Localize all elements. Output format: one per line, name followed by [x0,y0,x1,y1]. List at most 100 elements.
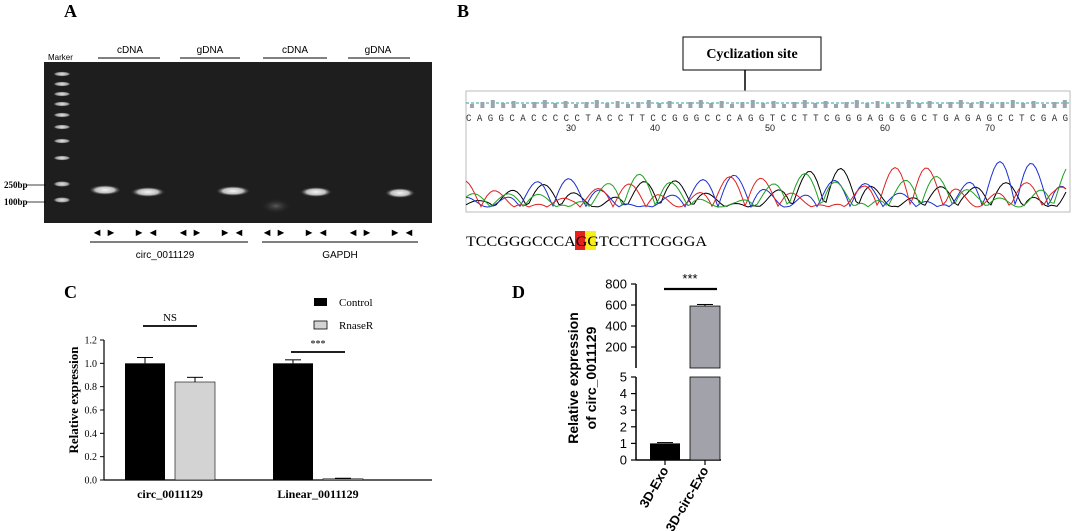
c-y-tick-label: 1.0 [85,359,98,370]
junction-suffix: TCCTTCGGGA [599,234,707,250]
bottom-label-gapdh: GAPDH [322,250,358,261]
primer-arrow-5: ◄ ► [262,227,287,239]
quality-bar [792,102,797,108]
quality-bar [522,104,526,108]
c-bar [125,363,165,480]
primer-arrow-2: ► ◄ [134,227,159,239]
callout-box [682,36,822,71]
junction-base-red: G [576,234,588,250]
d-y-tick-label: 0 [620,453,627,468]
d-y-tick-label: 400 [605,319,627,334]
d-bar [689,305,721,369]
junction-prefix: TCCGGGCCCA [466,234,576,250]
quality-bar [802,100,807,108]
ruler-70: 70 [985,123,995,133]
trace-line [465,168,1067,208]
panel-b-letter: B [457,1,469,21]
quality-bar [1010,100,1015,108]
c-category-label: circ_0011129 [137,487,203,501]
quality-bar [490,100,495,108]
gel-image [44,62,432,223]
quality-bar [605,103,610,108]
top-label-cdna-2: cDNA [282,45,308,56]
quality-bar [1062,100,1067,108]
quality-bar [1052,102,1057,108]
d-significance-label: *** [682,271,697,286]
panel-a-letter: A [64,1,77,21]
quality-bar [594,100,599,108]
chromatogram-traces [465,161,1067,209]
quality-bar [626,104,630,108]
ladder-label-100: 100bp [4,197,28,207]
quality-bar [563,101,568,108]
gel-bands [89,185,415,214]
junction-base-yellow: G [587,234,599,250]
panel-d: D Relative expression of circ_0011129 0 1… [512,271,721,531]
quality-bar [511,101,516,108]
primer-arrows: ◄ ► ► ◄ ◄ ► ► ◄ ◄ ► ► ◄ ◄ ► ► ◄ [92,227,415,239]
c-significance-label: *** [311,339,326,350]
ruler-numbers: 30 40 50 60 70 [566,123,995,133]
quality-bar [896,102,901,108]
primer-arrow-3: ◄ ► [178,227,203,239]
panel-b: B Cyclization site C A G G C A C C C C C… [457,1,1071,250]
junction-highlight-yellow [585,231,596,250]
quality-bar [574,104,578,108]
d-bar [650,443,680,460]
d-y-tick-label: 3 [620,403,627,418]
d-y-tick-label: 5 [620,370,627,385]
quality-bar [958,100,963,108]
c-y-tick-label: 0.2 [85,452,98,463]
quality-bar [688,102,693,108]
primer-arrow-6: ► ◄ [304,227,329,239]
bottom-label-circ: circ_0011129 [136,250,195,261]
legend-swatch-control [314,298,327,306]
base-call-sequence: C A G G C A C C C C C T A C C T T C C G … [466,114,1068,125]
d-y-tick-label: 800 [605,277,627,292]
top-label-cdna-1: cDNA [117,45,143,56]
trace-line [465,167,1067,208]
quality-bar [761,103,766,108]
quality-bar [584,102,589,108]
c-bar [322,478,364,481]
quality-bar [678,104,682,108]
quality-bar [854,100,859,108]
quality-bar [771,101,776,108]
legend-swatch-rnaser [313,320,328,330]
quality-bar [501,103,506,108]
panel-c: C Relative expression 0.0 0.2 0.4 0.6 0.8 1.0… [64,282,432,501]
quality-bar [698,100,703,108]
quality-bar [927,101,932,108]
panel-c-ylabel: Relative expression [66,346,81,454]
quality-bar [657,103,662,108]
ruler-50: 50 [765,123,775,133]
quality-bar [906,100,911,108]
ruler-40: 40 [650,123,660,133]
quality-bar [938,104,942,108]
panel-d-ylabel-1: Relative expression [565,312,581,444]
c-y-tick-label: 0.6 [85,406,98,417]
ladder-label-250: 250bp [4,180,28,190]
c-bar [174,381,216,481]
callout-label: Cyclization site [706,47,797,62]
top-label-gdna-1: gDNA [197,45,224,56]
d-category-label: 3D-Exo [636,464,671,510]
junction-highlight-red [575,231,585,250]
chart-c: 0.0 0.2 0.4 0.6 0.8 1.0 1.2 circ_0011129 Linear_… [85,312,432,501]
panel-d-ylabel-2: of circ_0011129 [583,326,599,429]
legend-label-control: Control [339,297,373,309]
legend-label-rnaser: RnaseR [339,320,374,332]
d-y-tick-label: 600 [605,298,627,313]
quality-bar [834,104,838,108]
quality-bar [542,100,547,108]
d-y-tick-label: 2 [620,419,627,434]
d-y-tick-label: 4 [620,386,627,401]
quality-bar [750,100,755,108]
panel-c-letter: C [64,282,77,302]
quality-bar [646,100,651,108]
primer-arrow-7: ◄ ► [348,227,373,239]
ruler-30: 30 [566,123,576,133]
c-significance-label: NS [163,312,177,324]
